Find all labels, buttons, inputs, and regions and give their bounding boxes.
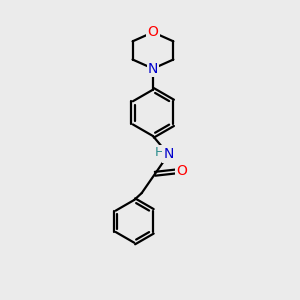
Text: O: O — [176, 164, 187, 178]
Text: O: O — [148, 25, 158, 39]
Text: H: H — [155, 146, 165, 160]
Text: N: N — [163, 148, 174, 161]
Text: N: N — [148, 61, 158, 76]
